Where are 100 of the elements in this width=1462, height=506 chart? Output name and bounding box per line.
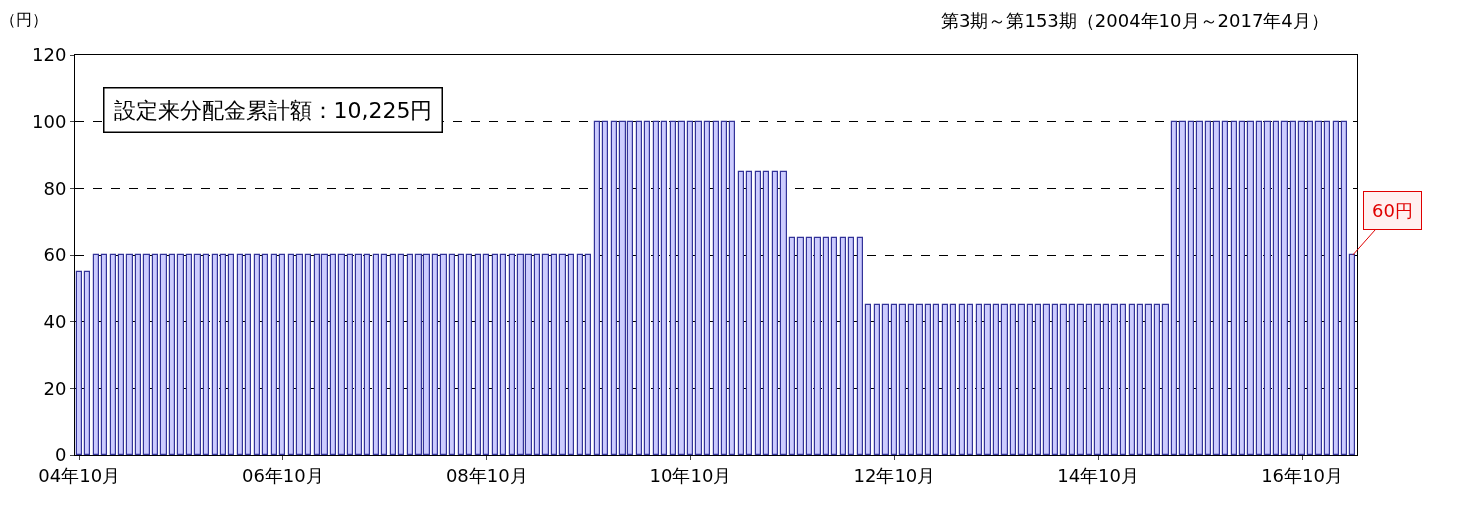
bar bbox=[677, 120, 685, 455]
bar bbox=[1195, 120, 1203, 455]
bar bbox=[873, 303, 880, 455]
bar bbox=[941, 303, 948, 455]
bar bbox=[958, 303, 965, 455]
bar bbox=[737, 170, 744, 455]
bar bbox=[109, 253, 116, 455]
bar bbox=[1076, 303, 1084, 455]
bar bbox=[117, 253, 124, 455]
bar bbox=[1204, 120, 1211, 455]
bar bbox=[219, 253, 226, 455]
bar bbox=[151, 253, 158, 455]
bar bbox=[593, 120, 600, 455]
y-tick-label: 60 bbox=[43, 244, 67, 266]
bar bbox=[1306, 120, 1313, 455]
bar bbox=[898, 303, 906, 455]
bar bbox=[253, 253, 260, 455]
bar bbox=[278, 253, 285, 455]
y-tick-label: 80 bbox=[43, 177, 67, 199]
bar bbox=[1314, 120, 1322, 455]
bar bbox=[754, 170, 761, 455]
bar bbox=[261, 253, 268, 455]
bar bbox=[1340, 120, 1347, 455]
bar bbox=[830, 236, 837, 455]
bar bbox=[924, 303, 931, 455]
bar bbox=[550, 253, 557, 455]
bar bbox=[881, 303, 889, 455]
bar bbox=[354, 253, 362, 455]
bar bbox=[1136, 303, 1143, 455]
bar bbox=[1128, 303, 1135, 455]
bar bbox=[448, 253, 455, 455]
bar bbox=[1085, 303, 1092, 455]
annotation: 60円 bbox=[1372, 200, 1413, 221]
bar bbox=[134, 253, 141, 455]
bar bbox=[1289, 120, 1296, 455]
bar bbox=[643, 120, 650, 455]
bar bbox=[1034, 303, 1041, 455]
bar bbox=[805, 236, 812, 455]
bar bbox=[660, 120, 667, 455]
bar bbox=[346, 253, 353, 455]
bar bbox=[1051, 303, 1058, 455]
bar bbox=[1212, 120, 1220, 455]
bar bbox=[890, 303, 897, 455]
bar bbox=[474, 253, 481, 455]
bar bbox=[1000, 303, 1008, 455]
x-tick-label: 10年10月 bbox=[649, 464, 732, 486]
bar bbox=[397, 253, 404, 455]
bar bbox=[142, 253, 150, 455]
bar bbox=[1153, 303, 1160, 455]
bar bbox=[270, 253, 277, 455]
bar bbox=[694, 120, 702, 455]
bar bbox=[329, 253, 336, 455]
bar bbox=[541, 253, 549, 455]
bar bbox=[1348, 253, 1355, 455]
bar bbox=[363, 253, 370, 455]
bar bbox=[771, 170, 778, 455]
bar bbox=[83, 270, 90, 455]
x-tick-label: 06年10月 bbox=[241, 464, 324, 486]
bar bbox=[610, 120, 617, 455]
y-tick-label: 100 bbox=[32, 110, 67, 132]
bar bbox=[159, 253, 167, 455]
bar bbox=[1017, 303, 1025, 455]
bar bbox=[1221, 120, 1228, 455]
bar bbox=[983, 303, 991, 455]
bar bbox=[1170, 120, 1177, 455]
bar bbox=[227, 253, 234, 455]
bar bbox=[652, 120, 659, 455]
bar bbox=[558, 253, 566, 455]
bar bbox=[839, 236, 846, 455]
bar bbox=[584, 253, 591, 455]
bar bbox=[856, 236, 863, 455]
bar bbox=[380, 253, 387, 455]
annotation: 設定来分配金累計額：10,225円 bbox=[113, 97, 433, 123]
bar bbox=[779, 170, 787, 455]
bar bbox=[499, 253, 506, 455]
bar bbox=[1102, 303, 1109, 455]
bar bbox=[1026, 303, 1033, 455]
bar bbox=[287, 253, 294, 455]
bar bbox=[236, 253, 243, 455]
bar bbox=[966, 303, 973, 455]
bar bbox=[669, 120, 676, 455]
bar bbox=[745, 170, 752, 455]
bar bbox=[1178, 120, 1186, 455]
y-tick-label: 120 bbox=[32, 44, 67, 66]
bar bbox=[465, 253, 472, 455]
bar bbox=[975, 303, 982, 455]
x-tick-label: 16年10月 bbox=[1261, 464, 1343, 486]
bar bbox=[92, 253, 99, 455]
bar bbox=[1263, 120, 1271, 455]
bar bbox=[389, 253, 396, 455]
y-axis-title: （円） bbox=[0, 10, 48, 29]
x-tick-label: 12年10月 bbox=[853, 464, 936, 486]
bar bbox=[176, 253, 184, 455]
bar bbox=[1009, 303, 1016, 455]
bar bbox=[75, 270, 82, 455]
bar bbox=[1230, 120, 1237, 455]
bar bbox=[168, 253, 175, 455]
bar bbox=[1187, 120, 1194, 455]
bar bbox=[720, 120, 727, 455]
bar bbox=[491, 253, 498, 455]
